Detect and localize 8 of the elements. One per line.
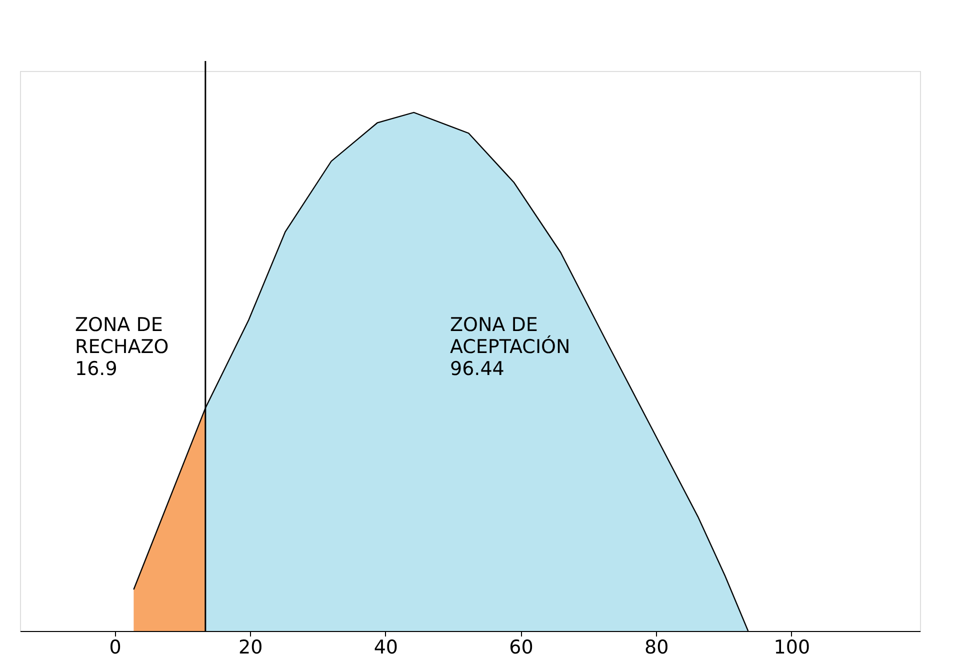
x-tick-label: 20 (238, 636, 263, 658)
x-tick-label: 100 (774, 636, 810, 658)
annotation: ZONA DE RECHAZO 16.9 (75, 314, 169, 380)
x-tick-label: 80 (644, 636, 669, 658)
annotation: ZONA DE ACEPTACIÓN 96.44 (450, 314, 570, 380)
x-tick-label: 60 (509, 636, 534, 658)
x-tick-label: 40 (374, 636, 398, 658)
x-tick-label: 0 (109, 636, 122, 658)
